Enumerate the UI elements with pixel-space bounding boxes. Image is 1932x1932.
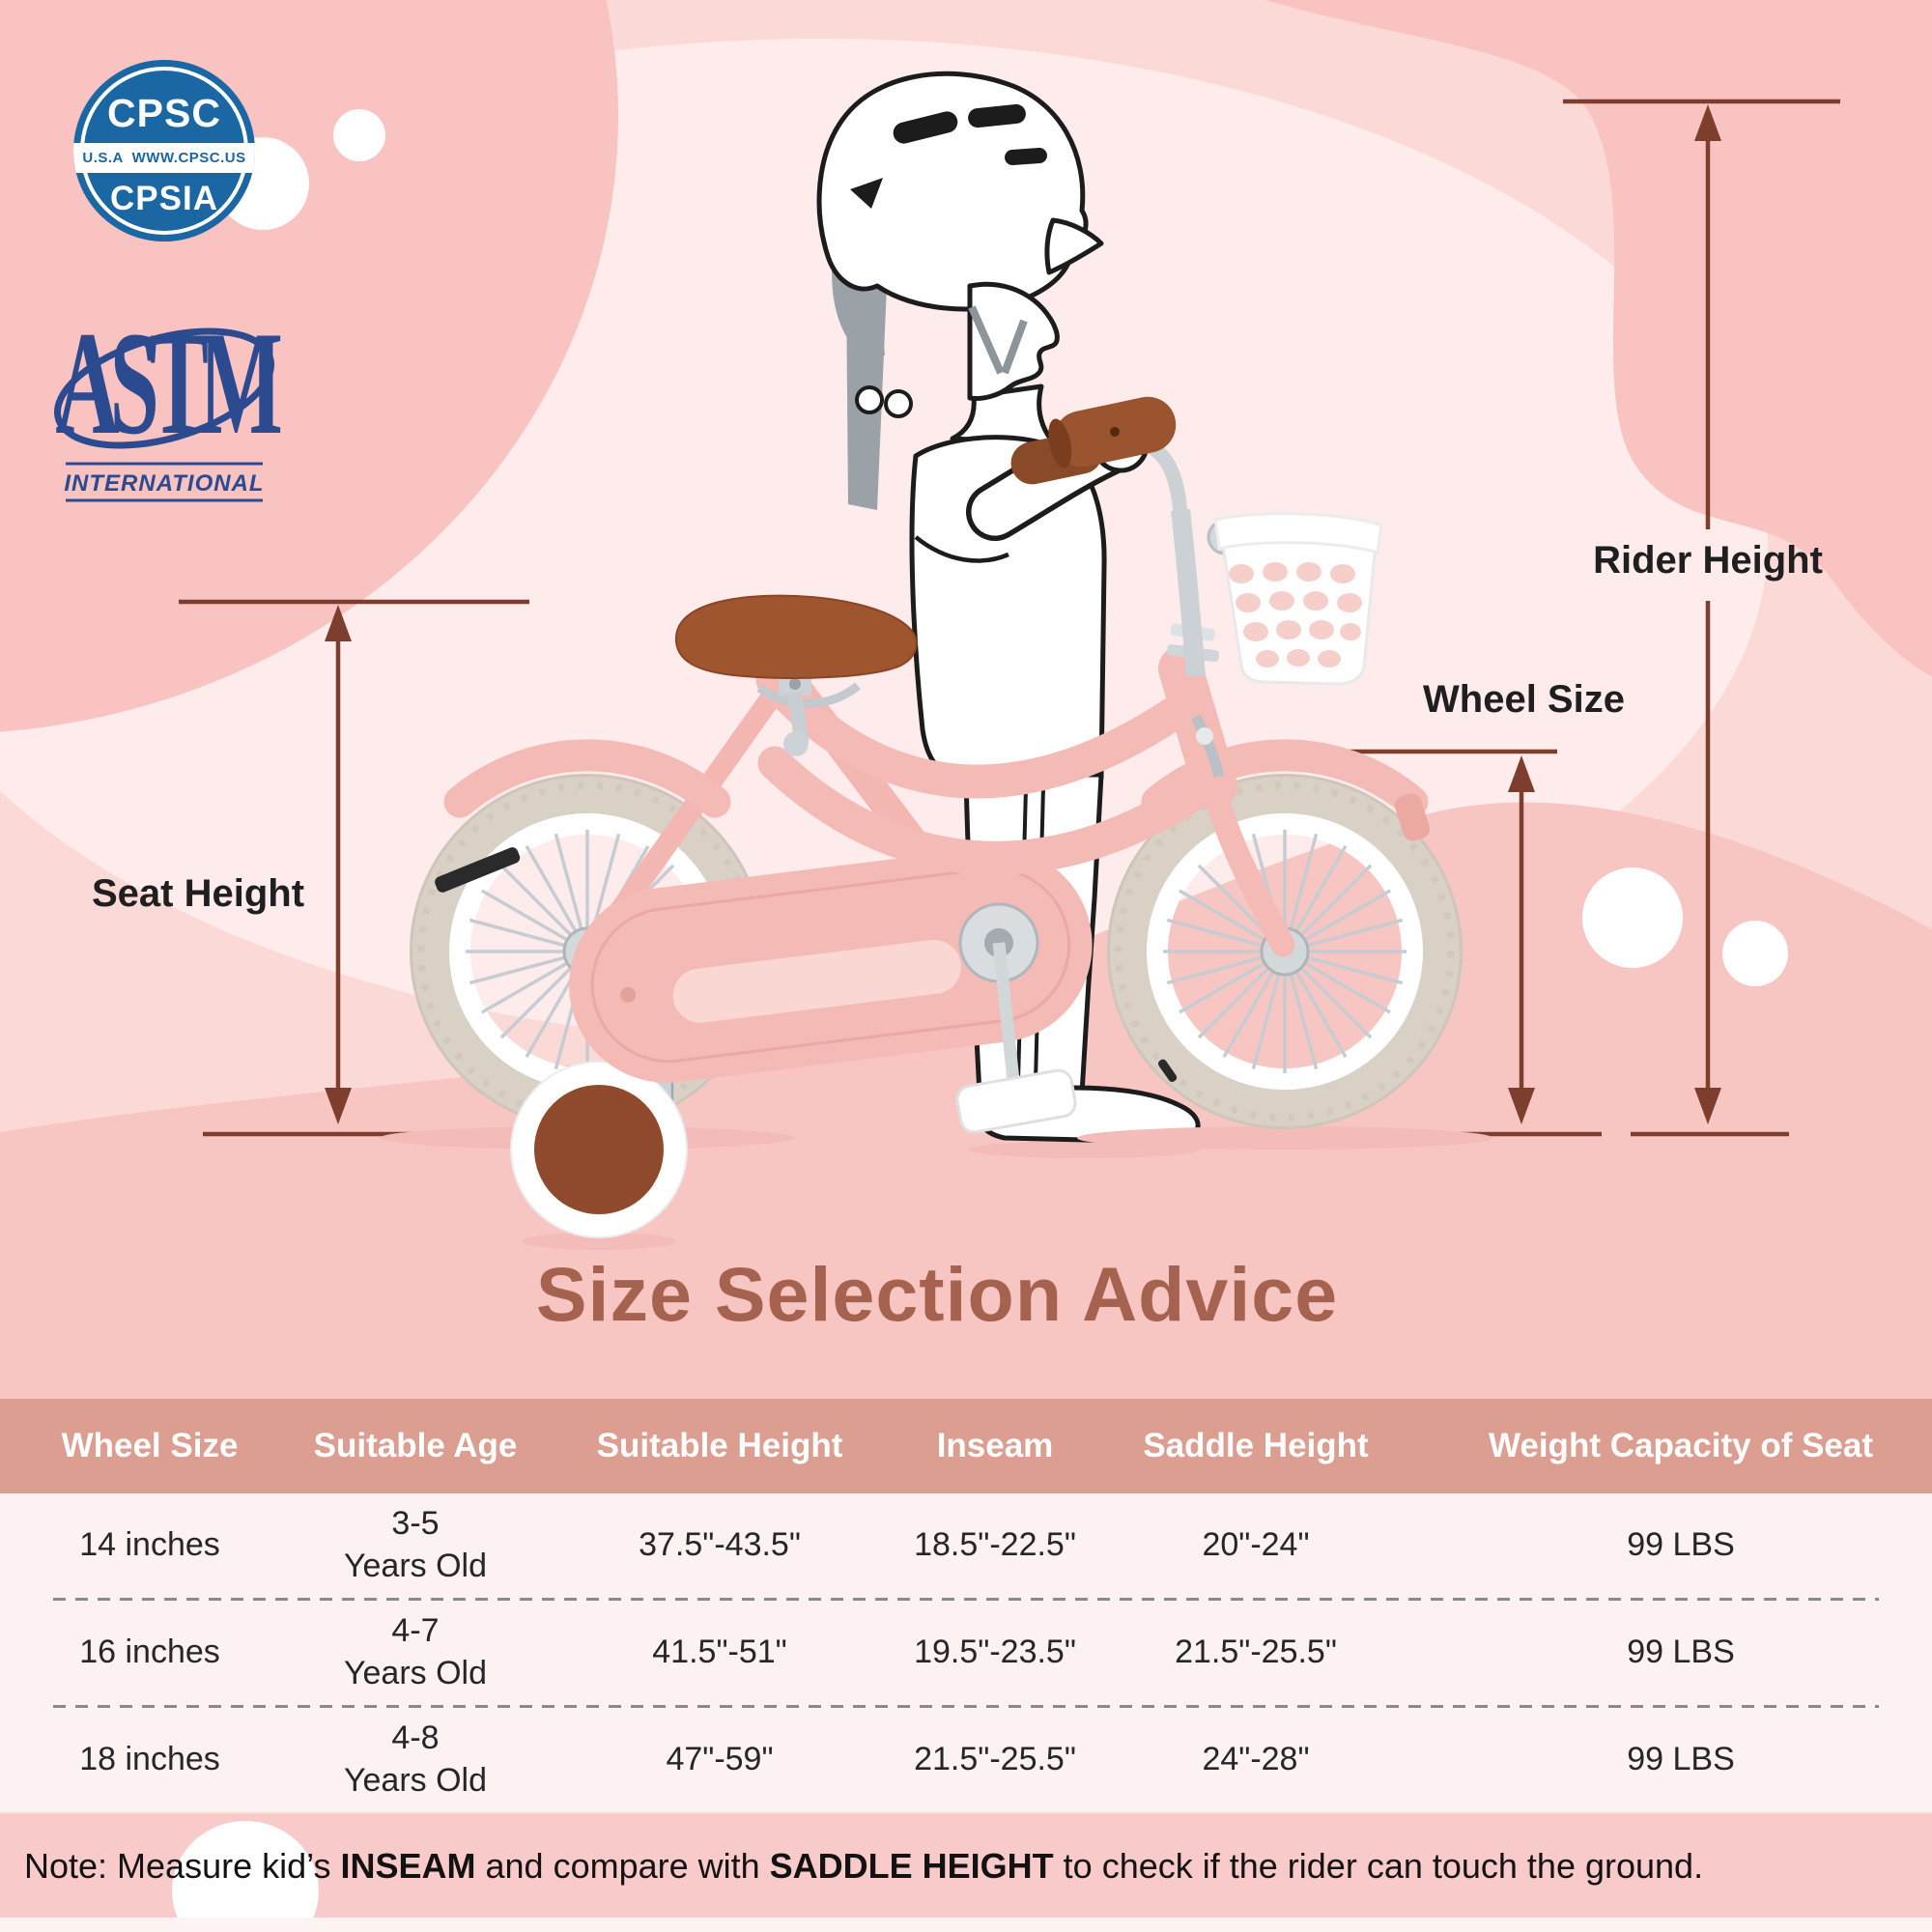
header-inseam: Inseam	[936, 1426, 1054, 1464]
deco-dot	[1582, 867, 1683, 968]
age-range: 4-7	[391, 1612, 440, 1650]
front-basket	[1213, 512, 1383, 686]
cell-wheel-size: 14 inches	[79, 1526, 220, 1564]
header-weight-capacity: Weight Capacity of Seat	[1488, 1426, 1874, 1464]
header-suitable-age: Suitable Age	[313, 1426, 518, 1464]
cpsc-certification-badge: CPSC U.S.A WWW.CPSC.US CPSIA	[73, 60, 255, 242]
note-middle: and compare with	[475, 1845, 770, 1886]
deco-dot	[1722, 921, 1788, 986]
age-suffix: Years Old	[343, 1655, 488, 1691]
cpsc-band: U.S.A WWW.CPSC.US	[73, 143, 255, 173]
cell-wheel-size: 16 inches	[79, 1634, 220, 1671]
table-header-row: Wheel Size Suitable Age Suitable Height …	[0, 1399, 1932, 1493]
cell-weight-capacity: 99 LBS	[1627, 1741, 1735, 1778]
cell-inseam: 19.5"-23.5"	[914, 1634, 1076, 1671]
cell-suitable-age: 3-5 Years Old	[299, 1503, 531, 1587]
cell-suitable-height: 47"-59"	[666, 1741, 774, 1778]
age-range: 4-8	[391, 1719, 440, 1757]
rear-fender	[443, 739, 731, 818]
cell-saddle-height: 21.5"-25.5"	[1175, 1634, 1337, 1671]
row-separator	[53, 1598, 1879, 1601]
table-row: 16 inches 4-7 Years Old 41.5"-51" 19.5"-…	[0, 1601, 1932, 1705]
note-text: Note: Measure kid’s INSEAM and compare w…	[0, 1846, 1703, 1887]
wheel-size-label: Wheel Size	[1423, 678, 1625, 721]
cell-suitable-age: 4-8 Years Old	[299, 1718, 531, 1802]
age-range: 3-5	[391, 1505, 440, 1543]
front-wheel	[1107, 774, 1463, 1129]
cell-suitable-age: 4-7 Years Old	[299, 1610, 531, 1694]
note-prefix: Note: Measure kid’s	[24, 1845, 341, 1886]
saddle	[674, 594, 918, 756]
page-title: Size Selection Advice	[535, 1251, 1339, 1337]
cell-weight-capacity: 99 LBS	[1627, 1526, 1735, 1564]
cell-inseam: 21.5"-25.5"	[914, 1741, 1076, 1778]
rider-height-label: Rider Height	[1593, 539, 1823, 582]
helmet-vents	[850, 103, 1047, 209]
cpsc-title: CPSC	[107, 91, 221, 135]
astm-monogram: ASTM	[55, 307, 280, 466]
bottom-strip	[0, 1918, 1932, 1932]
cell-suitable-height: 37.5"-43.5"	[639, 1526, 801, 1564]
table-row: 14 inches 3-5 Years Old 37.5"-43.5" 18.5…	[0, 1493, 1932, 1598]
cell-weight-capacity: 99 LBS	[1627, 1634, 1735, 1671]
header-suitable-height: Suitable Height	[596, 1426, 843, 1464]
note-bar: Note: Measure kid’s INSEAM and compare w…	[0, 1814, 1932, 1918]
astm-caption: INTERNATIONAL	[64, 470, 264, 497]
age-suffix: Years Old	[343, 1762, 488, 1799]
chain-guard	[569, 847, 1093, 1083]
note-saddle-height: SADDLE HEIGHT	[769, 1845, 1054, 1886]
cell-suitable-height: 41.5"-51"	[652, 1634, 787, 1671]
header-wheel-size: Wheel Size	[61, 1426, 239, 1464]
note-suffix: to check if the rider can touch the grou…	[1053, 1845, 1704, 1886]
cell-inseam: 18.5"-22.5"	[914, 1526, 1076, 1564]
cpsc-band-text: U.S.A WWW.CPSC.US	[82, 150, 246, 166]
deco-dot	[333, 109, 385, 161]
cpsc-subtitle: CPSIA	[110, 180, 218, 217]
cell-wheel-size: 18 inches	[79, 1741, 220, 1778]
table-row: 18 inches 4-8 Years Old 47"-59" 21.5"-25…	[0, 1708, 1932, 1812]
note-inseam: INSEAM	[340, 1845, 476, 1886]
cell-saddle-height: 20"-24"	[1202, 1526, 1310, 1564]
cell-saddle-height: 24"-28"	[1202, 1741, 1310, 1778]
seat-height-label: Seat Height	[91, 872, 305, 915]
pedal	[955, 1068, 1077, 1134]
size-table: Wheel Size Suitable Age Suitable Height …	[0, 1399, 1932, 1812]
astm-logo: ASTM INTERNATIONAL	[53, 307, 282, 502]
row-separator	[53, 1705, 1879, 1708]
header-saddle-height: Saddle Height	[1143, 1426, 1369, 1464]
age-suffix: Years Old	[343, 1548, 488, 1584]
bike-illustration	[380, 396, 1492, 1250]
